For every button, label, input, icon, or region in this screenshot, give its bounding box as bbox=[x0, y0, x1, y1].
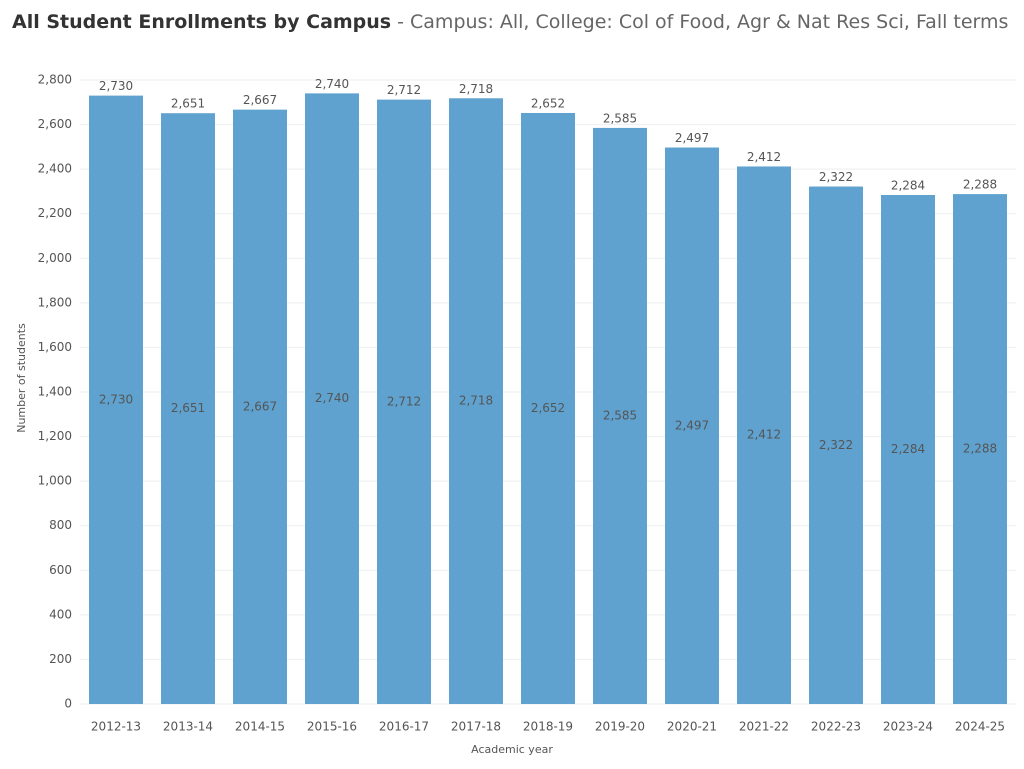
bar-center-label: 2,322 bbox=[819, 438, 853, 452]
bar bbox=[161, 113, 215, 705]
bar-center-label: 2,730 bbox=[99, 392, 133, 406]
bar-center-label: 2,718 bbox=[459, 394, 493, 408]
y-tick-label: 2,000 bbox=[38, 251, 72, 265]
bar bbox=[377, 99, 431, 704]
bar bbox=[89, 95, 143, 705]
bar-center-label: 2,667 bbox=[243, 399, 277, 413]
x-tick-label: 2015-16 bbox=[307, 720, 357, 734]
bar bbox=[737, 166, 791, 704]
bar-top-label: 2,322 bbox=[819, 170, 853, 184]
y-tick-label: 800 bbox=[49, 518, 72, 532]
bar bbox=[521, 112, 575, 705]
chart-title: All Student Enrollments by Campus bbox=[12, 11, 391, 33]
y-tick-label: 1,600 bbox=[38, 340, 72, 354]
y-tick-label: 1,200 bbox=[38, 429, 72, 443]
x-axis-title: Academic year bbox=[471, 743, 553, 756]
bar bbox=[305, 93, 359, 704]
x-tick-label: 2017-18 bbox=[451, 720, 501, 734]
bar-top-label: 2,667 bbox=[243, 93, 277, 107]
y-tick-label: 1,800 bbox=[38, 295, 72, 309]
bar-top-label: 2,284 bbox=[891, 178, 925, 192]
bar-top-label: 2,730 bbox=[99, 79, 133, 93]
chart-heading: All Student Enrollments by Campus - Campu… bbox=[12, 11, 1008, 33]
x-tick-label: 2024-25 bbox=[955, 720, 1005, 734]
bar bbox=[449, 98, 503, 704]
bar-center-label: 2,284 bbox=[891, 442, 925, 456]
y-tick-label: 600 bbox=[49, 563, 72, 577]
y-tick-label: 1,000 bbox=[38, 474, 72, 488]
bar-top-label: 2,412 bbox=[747, 150, 781, 164]
bar bbox=[953, 194, 1007, 705]
x-tick-label: 2023-24 bbox=[883, 720, 933, 734]
bar-top-label: 2,740 bbox=[315, 77, 349, 91]
bar-center-label: 2,652 bbox=[531, 401, 565, 415]
bar-top-label: 2,652 bbox=[531, 96, 565, 110]
bar-top-label: 2,718 bbox=[459, 82, 493, 96]
y-tick-label: 2,600 bbox=[38, 117, 72, 131]
bar bbox=[665, 147, 719, 705]
bar-center-label: 2,497 bbox=[675, 418, 709, 432]
bar-center-label: 2,288 bbox=[963, 442, 997, 456]
x-tick-label: 2020-21 bbox=[667, 720, 717, 734]
x-tick-label: 2019-20 bbox=[595, 720, 645, 734]
y-axis-title: Number of students bbox=[15, 323, 28, 433]
bar bbox=[233, 109, 287, 704]
bar-center-label: 2,651 bbox=[171, 401, 205, 415]
x-tick-label: 2018-19 bbox=[523, 720, 573, 734]
y-tick-label: 200 bbox=[49, 652, 72, 666]
x-tick-label: 2016-17 bbox=[379, 720, 429, 734]
x-tick-label: 2013-14 bbox=[163, 720, 213, 734]
bar-top-label: 2,497 bbox=[675, 131, 709, 145]
bar-center-label: 2,740 bbox=[315, 391, 349, 405]
y-tick-label: 2,400 bbox=[38, 162, 72, 176]
y-tick-label: 0 bbox=[64, 697, 72, 711]
bar-top-label: 2,651 bbox=[171, 97, 205, 111]
bar-center-label: 2,412 bbox=[747, 428, 781, 442]
bar-top-label: 2,585 bbox=[603, 111, 637, 125]
bar bbox=[809, 186, 863, 705]
y-tick-label: 2,200 bbox=[38, 206, 72, 220]
bar-center-label: 2,712 bbox=[387, 394, 421, 408]
y-tick-label: 2,800 bbox=[38, 73, 72, 87]
bar bbox=[593, 127, 647, 704]
y-tick-label: 400 bbox=[49, 607, 72, 621]
bar-top-label: 2,712 bbox=[387, 83, 421, 97]
bar bbox=[881, 194, 935, 704]
y-tick-label: 1,400 bbox=[38, 385, 72, 399]
bar-center-label: 2,585 bbox=[603, 408, 637, 422]
bar-top-label: 2,288 bbox=[963, 178, 997, 192]
x-tick-label: 2014-15 bbox=[235, 720, 285, 734]
x-tick-label: 2021-22 bbox=[739, 720, 789, 734]
chart-subtitle: - Campus: All, College: Col of Food, Agr… bbox=[397, 11, 1008, 33]
x-tick-label: 2022-23 bbox=[811, 720, 861, 734]
x-tick-label: 2012-13 bbox=[91, 720, 141, 734]
